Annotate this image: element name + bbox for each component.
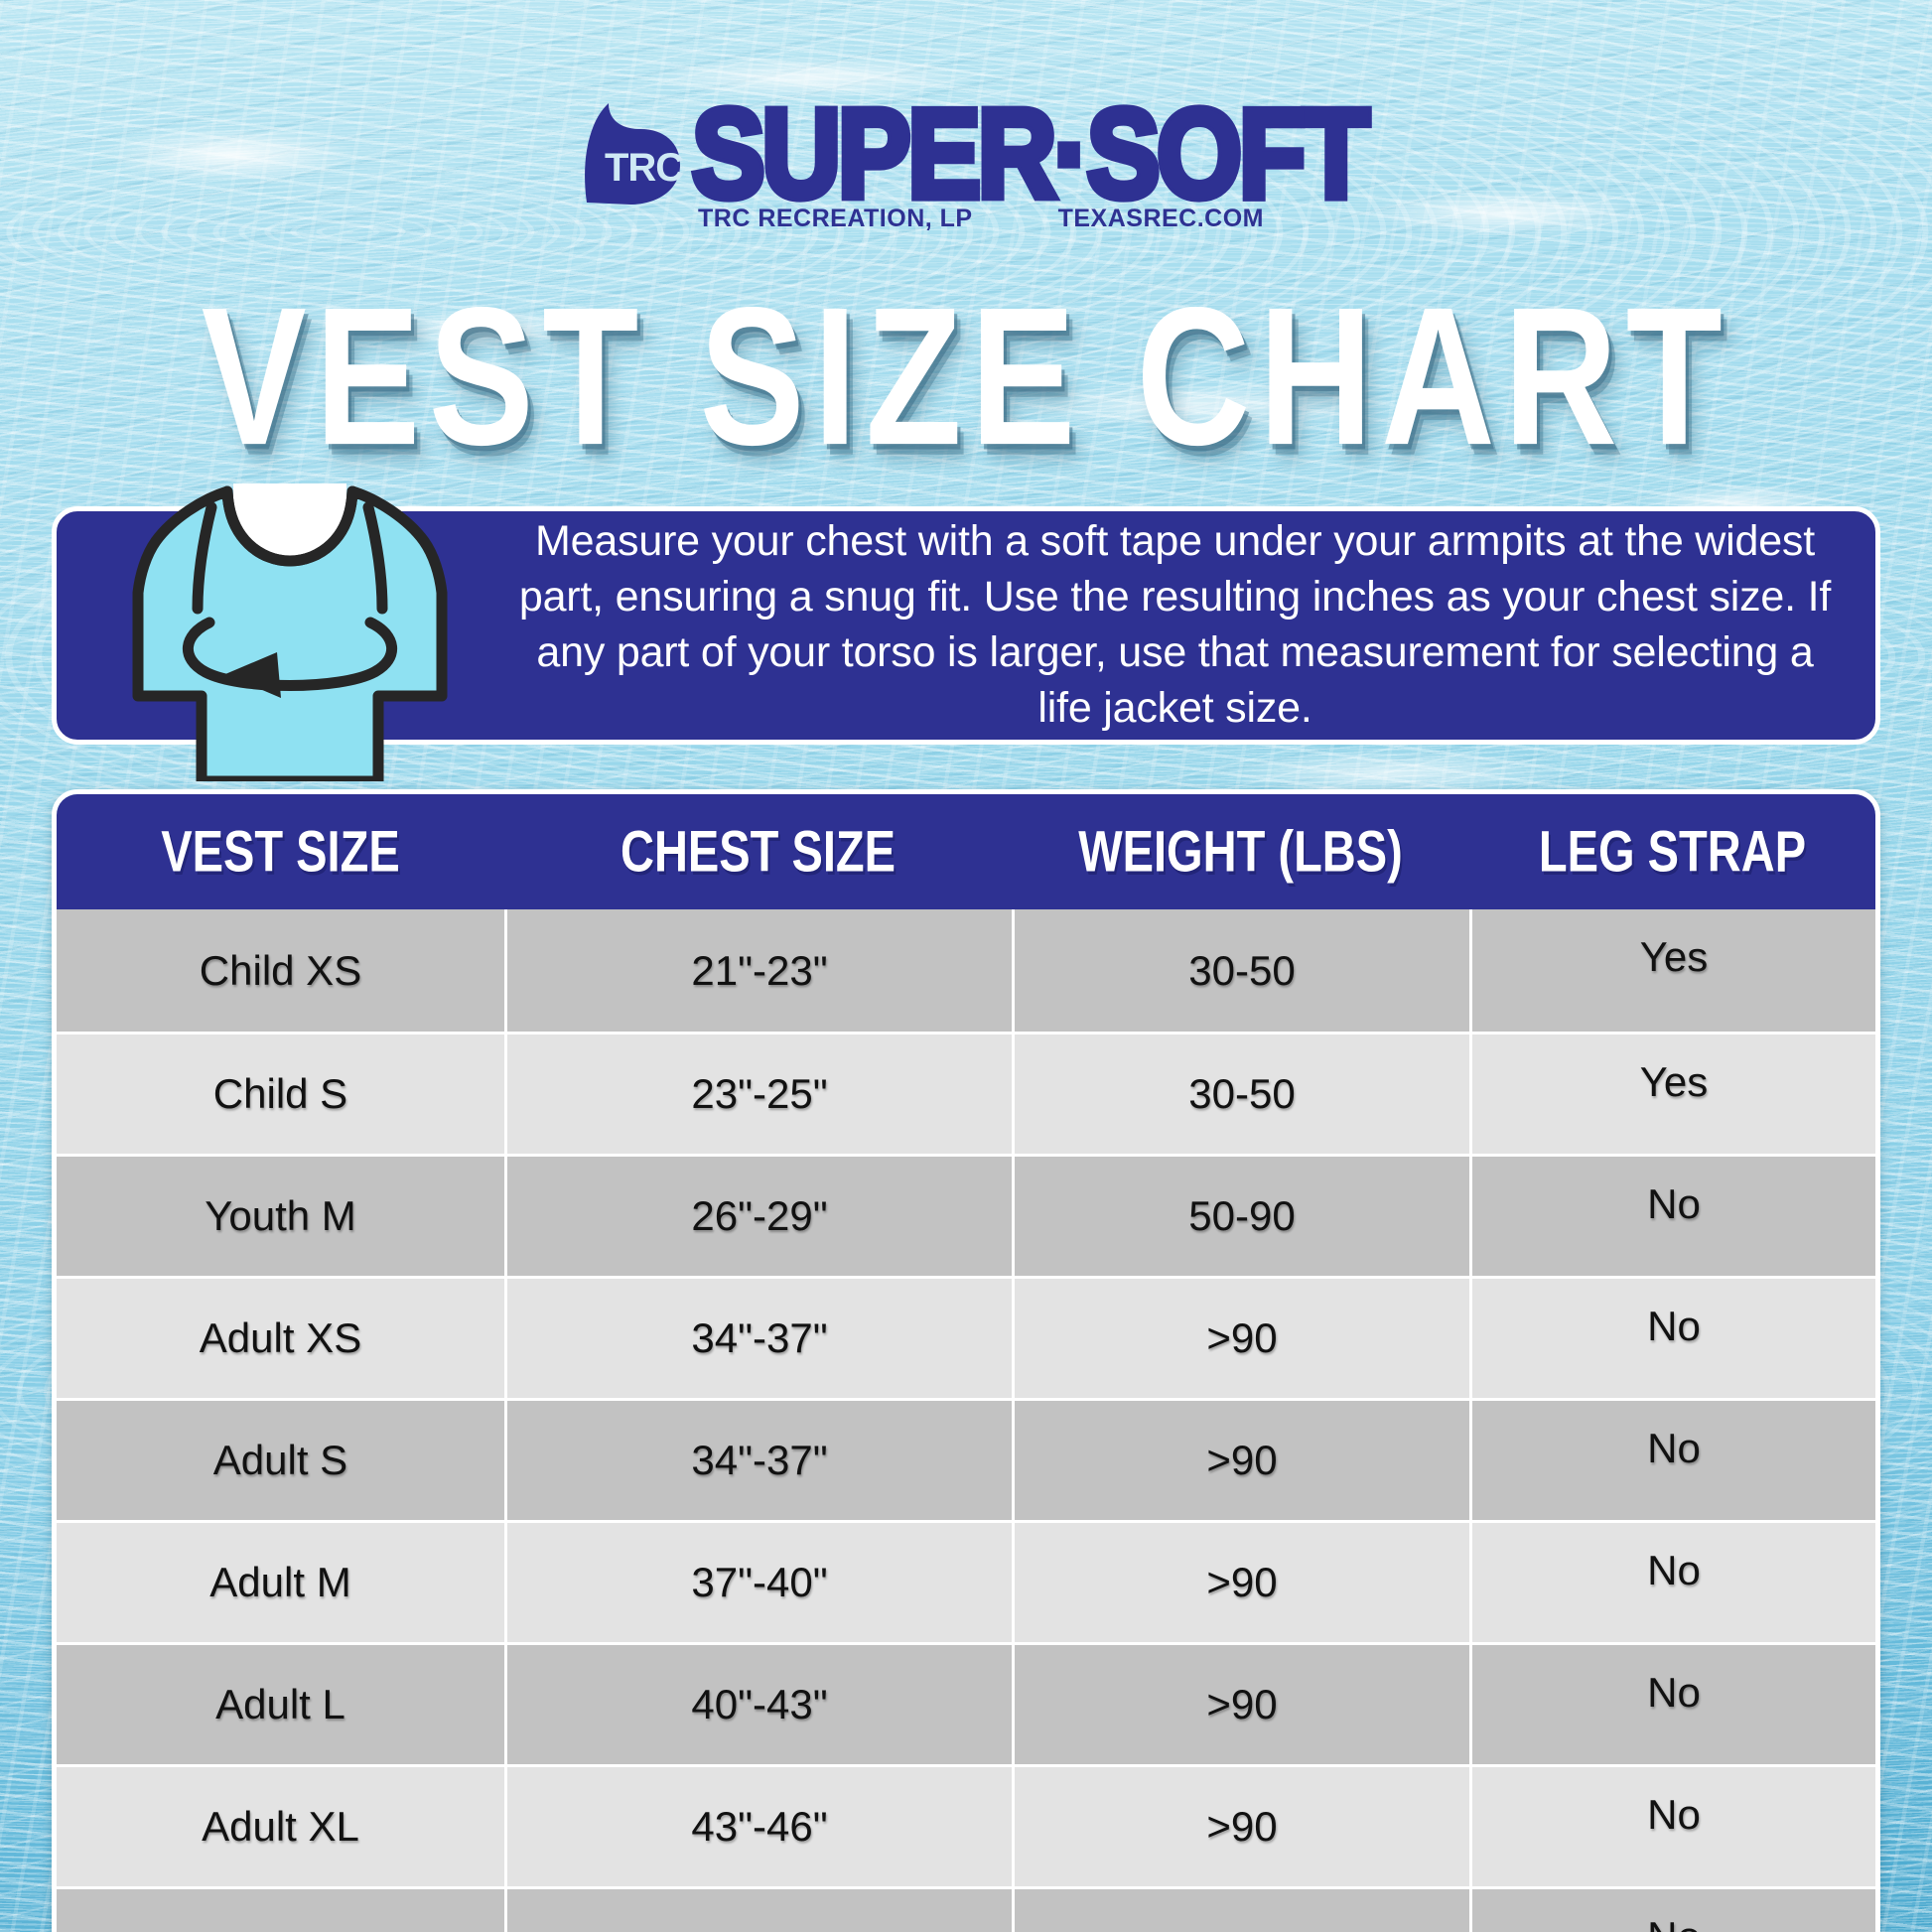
cell-vest-size: Adult XS bbox=[199, 1314, 362, 1361]
cell-vest-size: Adult XXL bbox=[57, 1889, 504, 1932]
logo-subtitle-row: TRC RECREATION, LP TEXASREC.COM bbox=[698, 205, 1264, 233]
cell-chest-size: 34"-37" bbox=[504, 1401, 1012, 1520]
table-row: Adult S 34"-37" >90 No bbox=[57, 1398, 1875, 1520]
table-header-row: VEST SIZE CHEST SIZE WEIGHT (LBS) LEG ST… bbox=[57, 794, 1875, 909]
cell-weight: >90 bbox=[1012, 1523, 1469, 1642]
cell-chest-size: 43"-46" bbox=[504, 1767, 1012, 1886]
table-row: Child XS 21"-23" 30-50 Yes bbox=[57, 909, 1875, 1032]
cell-chest-size: 40"-43" bbox=[504, 1645, 1012, 1764]
cell-leg-strap: No bbox=[1469, 1523, 1875, 1642]
cell-vest-size: Adult S bbox=[212, 1437, 348, 1483]
page-title: VEST SIZE CHART bbox=[201, 265, 1731, 486]
cell-leg-strap: No bbox=[1469, 1645, 1875, 1764]
cell-chest-size: 37"-40" bbox=[504, 1523, 1012, 1642]
cell-weight: >90 bbox=[1012, 1401, 1469, 1520]
cell-vest-size: Child S bbox=[212, 1070, 348, 1117]
supersoft-wordmark: SUPER·SOFT bbox=[688, 81, 1373, 224]
cell-weight: >90 bbox=[1012, 1645, 1469, 1764]
cell-leg-strap: No bbox=[1469, 1157, 1875, 1276]
cell-chest-size: 26"-29" bbox=[504, 1157, 1012, 1276]
table-row: Adult M 37"-40" >90 No bbox=[57, 1520, 1875, 1642]
measure-instruction-panel: Measure your chest with a soft tape unde… bbox=[52, 483, 1880, 787]
table-row: Adult L 40"-43" >90 No bbox=[57, 1642, 1875, 1764]
logo-row: TRC SUPER·SOFT bbox=[579, 85, 1373, 220]
table-row: Child S 23"-25" 30-50 Yes bbox=[57, 1032, 1875, 1154]
table-row: Adult XL 43"-46" >90 No bbox=[57, 1764, 1875, 1886]
website-label: TEXASREC.COM bbox=[1057, 205, 1264, 232]
column-header-chest-size: CHEST SIZE bbox=[620, 819, 897, 885]
column-header-leg-strap: LEG STRAP bbox=[1538, 819, 1807, 885]
cell-chest-size: 21"-23" bbox=[504, 909, 1012, 1032]
table-row: Youth M 26"-29" 50-90 No bbox=[57, 1154, 1875, 1276]
column-header-weight: WEIGHT (LBS) bbox=[1078, 819, 1403, 885]
table-row: Adult XXL 46"-48" >90 No bbox=[57, 1886, 1875, 1932]
cell-vest-size: Child XS bbox=[199, 946, 362, 994]
cell-vest-size: Youth M bbox=[205, 1192, 356, 1239]
cell-weight: 30-50 bbox=[1012, 909, 1469, 1032]
brand-logo: TRC SUPER·SOFT TRC RECREATION, LP TEXASR… bbox=[0, 85, 1932, 233]
cell-leg-strap: Yes bbox=[1469, 909, 1875, 1032]
measure-instruction-text: Measure your chest with a soft tape unde… bbox=[518, 517, 1832, 732]
cell-leg-strap: No bbox=[1469, 1279, 1875, 1398]
cell-leg-strap: No bbox=[1469, 1401, 1875, 1520]
table-row: Adult XS 34"-37" >90 No bbox=[57, 1276, 1875, 1398]
column-header-vest-size: VEST SIZE bbox=[161, 819, 400, 885]
cell-weight: 50-90 bbox=[1012, 1157, 1469, 1276]
cell-weight: >90 bbox=[1012, 1767, 1469, 1886]
cell-chest-size: 34"-37" bbox=[504, 1279, 1012, 1398]
cell-vest-size: Adult M bbox=[209, 1559, 351, 1605]
vest-size-table: VEST SIZE CHEST SIZE WEIGHT (LBS) LEG ST… bbox=[52, 789, 1880, 1932]
cell-leg-strap: No bbox=[1469, 1889, 1875, 1932]
cell-vest-size: Adult XL bbox=[202, 1803, 359, 1850]
company-name-label: TRC RECREATION, LP bbox=[698, 205, 973, 232]
cell-weight: >90 bbox=[1012, 1889, 1469, 1932]
trc-droplet-icon: TRC bbox=[579, 99, 686, 208]
cell-leg-strap: Yes bbox=[1469, 1035, 1875, 1154]
cell-weight: >90 bbox=[1012, 1279, 1469, 1398]
cell-weight: 30-50 bbox=[1012, 1035, 1469, 1154]
chest-measure-tshirt-icon bbox=[106, 483, 474, 787]
cell-vest-size: Adult L bbox=[215, 1681, 345, 1727]
cell-leg-strap: No bbox=[1469, 1767, 1875, 1886]
cell-chest-size: 23"-25" bbox=[504, 1035, 1012, 1154]
trc-badge-label: TRC bbox=[604, 146, 684, 190]
cell-chest-size: 46"-48" bbox=[504, 1889, 1012, 1932]
